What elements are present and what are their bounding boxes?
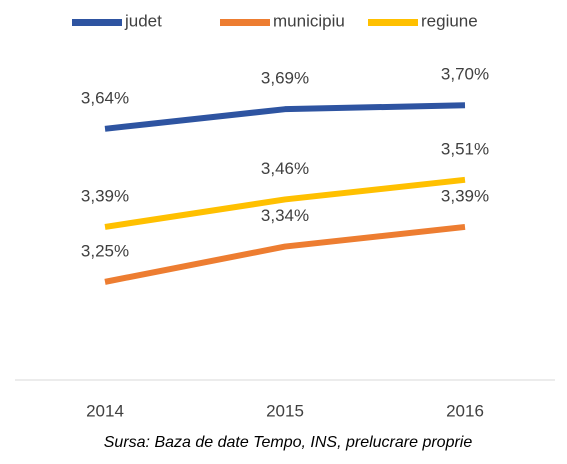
legend-swatch	[368, 19, 418, 26]
legend-swatch	[220, 19, 270, 26]
series-line	[104, 102, 466, 132]
series-line	[104, 176, 466, 230]
x-tick-label: 2016	[446, 401, 484, 420]
x-tick-label: 2014	[86, 401, 124, 420]
data-label: 3,64%	[81, 88, 129, 107]
data-label: 3,39%	[441, 186, 489, 205]
legend-label: regiune	[421, 11, 478, 30]
source-note: Sursa: Baza de date Tempo, INS, prelucra…	[104, 434, 473, 451]
data-label: 3,46%	[261, 159, 309, 178]
data-label: 3,51%	[441, 139, 489, 158]
x-tick-label: 2015	[266, 401, 304, 420]
data-label: 3,25%	[81, 241, 129, 260]
legend-swatch	[72, 19, 122, 26]
data-label: 3,69%	[261, 69, 309, 88]
legend-label: judet	[124, 11, 162, 30]
data-label: 3,70%	[441, 65, 489, 84]
data-label: 3,39%	[81, 186, 129, 205]
legend-label: municipiu	[273, 11, 345, 30]
series-line	[104, 223, 466, 285]
data-label: 3,34%	[261, 206, 309, 225]
